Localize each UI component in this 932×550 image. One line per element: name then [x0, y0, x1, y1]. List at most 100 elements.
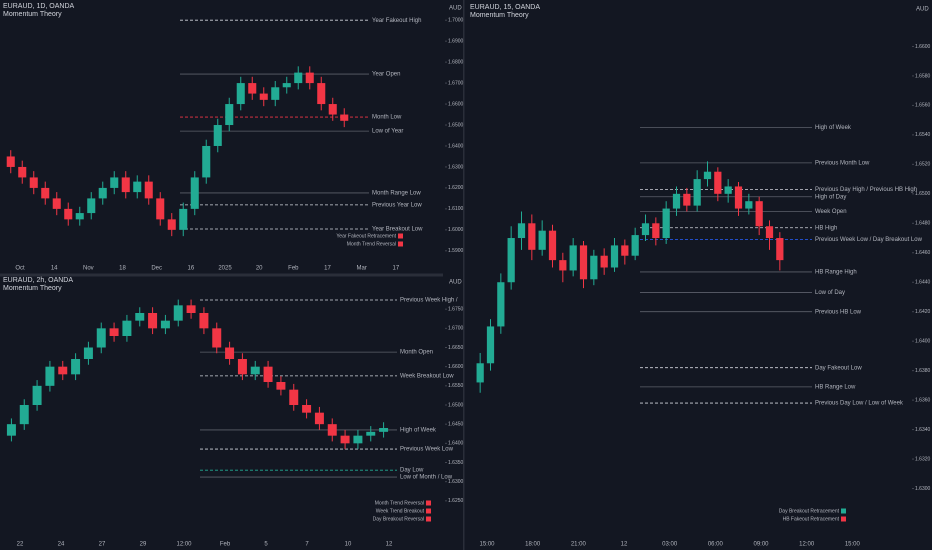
candle-body [765, 226, 774, 239]
candle-body [302, 405, 312, 413]
y-tick-label: 1.6560 [915, 103, 931, 109]
legend-label: Day Breakout Reversal [373, 516, 424, 522]
candle-body [237, 359, 247, 375]
y-tick-label: 1.6460 [915, 250, 931, 256]
candle-body [548, 230, 557, 261]
candle-body [45, 366, 55, 386]
level-label: Previous Week High / [400, 298, 458, 304]
candle-body [64, 208, 73, 220]
y-tick-label: 1.6400 [915, 339, 931, 345]
candle-body [379, 428, 389, 432]
candle-body [148, 313, 158, 329]
candle-body [353, 435, 363, 444]
price-axis-bg [910, 0, 932, 550]
y-tick-label: 1.6600 [448, 101, 464, 107]
level-label: Day Low [400, 468, 424, 474]
candle-body [87, 198, 96, 214]
candle-body [236, 83, 245, 105]
panel-subtitle: Momentum Theory [470, 12, 529, 19]
x-tick-label: Mar [356, 266, 366, 272]
candle-body [672, 193, 681, 209]
x-tick-label: 06:00 [708, 542, 724, 548]
y-tick-label: 1.6000 [448, 227, 464, 233]
candle-body [652, 223, 660, 239]
candle-body [122, 320, 132, 336]
candle-body [641, 223, 650, 236]
currency: AUD [449, 280, 462, 286]
candle-body [179, 208, 188, 230]
level-label: Year Breakout Low [372, 227, 423, 233]
legend-swatch [841, 508, 846, 514]
y-tick-label: 1.6420 [915, 309, 931, 315]
x-tick-label: 22 [17, 542, 24, 548]
candle-body [225, 104, 234, 126]
legend-label: HB Fakeout Retracement [783, 516, 840, 522]
candle-body [631, 235, 639, 256]
candle-body [110, 177, 119, 188]
y-tick-label: 1.6100 [448, 206, 464, 212]
y-tick-label: 1.6350 [448, 460, 464, 466]
y-tick-label: 1.6250 [448, 498, 464, 504]
candle-body [486, 326, 495, 364]
candle-body [734, 186, 743, 209]
candle-body [610, 245, 619, 268]
y-tick-label: 1.6450 [448, 421, 464, 427]
level-label: High of Week [400, 427, 437, 433]
candle-body [199, 313, 209, 329]
legend-swatch [841, 516, 846, 522]
candle-body [497, 282, 505, 327]
y-tick-label: 1.6700 [448, 326, 464, 332]
x-tick-label: Nov [83, 266, 94, 272]
level-label: High of Day [815, 194, 846, 200]
y-tick-label: 1.6600 [448, 364, 464, 370]
candle-body [755, 201, 763, 227]
candle-body [6, 156, 15, 167]
candle-body [167, 219, 176, 230]
candle-body [250, 366, 260, 375]
candle-body [271, 87, 280, 100]
x-tick-label: 15:00 [479, 542, 495, 548]
y-tick-label: 1.6700 [448, 80, 464, 86]
x-tick-label: 18 [119, 266, 126, 272]
candle-body [202, 145, 211, 178]
candle-body [314, 412, 324, 425]
level-label: Low of Month / Low [400, 475, 453, 481]
x-tick-label: 29 [140, 542, 147, 548]
candle-body [213, 125, 222, 146]
x-tick-label: 09:00 [753, 542, 769, 548]
y-tick-label: 1.6750 [448, 306, 464, 312]
panel-title: EURAUD, 2h, OANDA [3, 277, 73, 284]
level-label: Previous Month Low [815, 160, 870, 166]
candle-body [317, 83, 326, 105]
legend-label: Month Trend Reversal [375, 500, 424, 506]
legend-label: Week Trend Breakout [376, 508, 425, 514]
candle-body [517, 223, 526, 239]
x-tick-label: 27 [99, 542, 106, 548]
x-tick-label: 7 [305, 542, 309, 548]
x-tick-label: 20 [256, 266, 263, 272]
x-tick-label: 17 [392, 266, 399, 272]
y-tick-label: 1.6440 [915, 280, 931, 286]
candle-body [52, 198, 61, 209]
candle-body [600, 255, 608, 268]
candle-body [75, 213, 84, 220]
x-tick-label: Feb [288, 266, 299, 272]
candle-body [18, 166, 27, 178]
legend-label: Day Breakout Retracement [779, 508, 840, 514]
candle-body [683, 193, 691, 206]
legend-swatch [398, 241, 403, 247]
x-tick-label: 18:00 [525, 542, 541, 548]
x-tick-label: 5 [264, 542, 268, 548]
level-label: Previous Day Low / Low of Week [815, 401, 904, 407]
candle-body [96, 328, 106, 348]
candle-body [109, 328, 119, 336]
legend-swatch [426, 508, 431, 514]
currency: AUD [449, 6, 462, 12]
level-label: Month Low [372, 115, 402, 121]
candle-body [156, 198, 165, 220]
candle-body [259, 93, 268, 100]
x-tick-label: 14 [51, 266, 58, 272]
candle-body [121, 177, 130, 193]
x-tick-label: Oct [15, 266, 25, 272]
candle-body [58, 366, 68, 375]
